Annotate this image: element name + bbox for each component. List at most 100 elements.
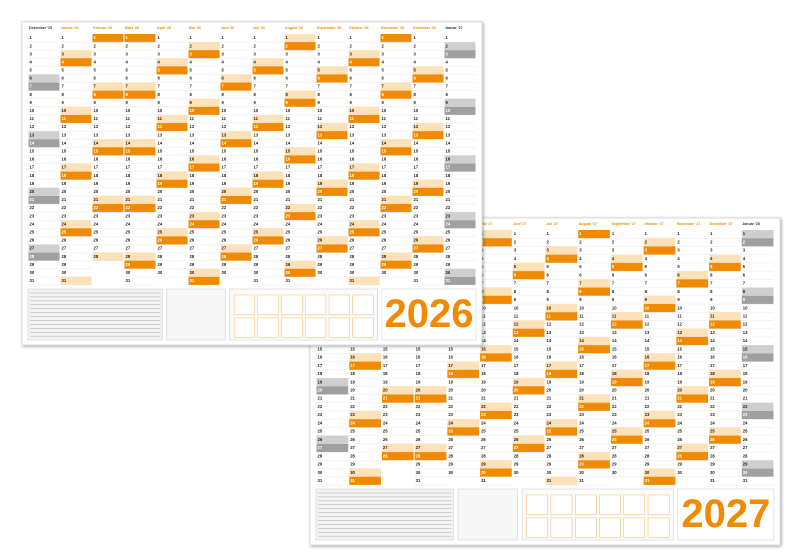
day-number: 5 [645, 264, 648, 269]
day-number: 1 [318, 35, 321, 40]
day-number: 30 [126, 270, 131, 275]
day-number: 22 [448, 404, 453, 409]
day-number: 10 [254, 108, 259, 113]
day-number: 22 [446, 205, 451, 210]
day-number: 13 [612, 330, 617, 335]
day-number: 28 [514, 453, 519, 458]
day-number: 2 [743, 239, 746, 244]
weekend-cell [188, 106, 220, 115]
weekend-cell [578, 279, 610, 288]
day-number: 24 [158, 221, 163, 226]
day-number: 16 [677, 355, 682, 360]
weekend-cell [412, 179, 444, 188]
day-number: 30 [62, 270, 67, 275]
day-number: 10 [286, 108, 291, 113]
day-number: 14 [382, 140, 387, 145]
day-number: 25 [382, 229, 387, 234]
day-number: 15 [579, 346, 584, 351]
weekend-cell [348, 163, 380, 172]
day-number: 15 [514, 346, 519, 351]
weekend-cell [512, 443, 545, 453]
day-number: 24 [94, 221, 99, 226]
day-number: 7 [190, 84, 193, 89]
day-number: 13 [547, 330, 552, 335]
weekend-cell [480, 230, 512, 239]
day-number: 31 [254, 278, 259, 283]
day-number: 18 [254, 173, 259, 178]
day-number: 12 [612, 322, 617, 327]
weekend-cell [480, 410, 512, 420]
weekend-cell [92, 147, 124, 156]
weekend-cell [284, 98, 316, 107]
day-number: 20 [446, 189, 451, 194]
day-number: 7 [579, 281, 582, 286]
day-number: 26 [62, 238, 67, 243]
day-number: 7 [94, 84, 97, 89]
day-number: 18 [547, 371, 552, 376]
day-number: 6 [446, 76, 449, 81]
day-number: 28 [579, 453, 584, 458]
day-number: 9 [158, 100, 161, 105]
day-number: 24 [446, 221, 451, 226]
day-number: 9 [579, 297, 582, 302]
weekend-cell [414, 443, 447, 453]
day-number: 29 [514, 462, 519, 467]
day-number: 25 [158, 229, 163, 234]
weekend-cell [380, 195, 412, 205]
month-header: Februar '26 [93, 26, 112, 30]
day-number: 10 [382, 108, 387, 113]
minical-month [526, 494, 548, 515]
day-number: 26 [286, 238, 291, 243]
day-number: 27 [547, 445, 552, 450]
day-number: 25 [254, 229, 259, 234]
day-number: 19 [645, 379, 650, 384]
day-number: 6 [743, 272, 746, 277]
day-number: 12 [158, 124, 163, 129]
weekend-cell [578, 336, 610, 346]
day-number: 28 [446, 254, 451, 259]
day-number: 22 [158, 205, 163, 210]
day-number: 10 [158, 108, 163, 113]
day-number: 30 [318, 270, 323, 275]
day-number: 15 [416, 346, 421, 351]
day-number: 27 [318, 445, 323, 450]
day-number: 10 [30, 108, 35, 113]
day-number: 20 [481, 388, 486, 393]
day-number: 14 [710, 338, 715, 343]
day-number: 24 [710, 420, 715, 425]
day-number: 21 [190, 197, 195, 202]
day-number: 31 [446, 278, 451, 283]
day-number: 29 [318, 262, 323, 267]
day-number: 25 [318, 229, 323, 234]
day-number: 6 [126, 76, 129, 81]
weekend-cell [480, 460, 512, 469]
day-number: 19 [414, 181, 419, 186]
day-number: 4 [190, 59, 193, 64]
day-number: 1 [62, 35, 65, 40]
weekend-cell [316, 236, 348, 245]
day-number: 20 [190, 189, 195, 194]
weekend-cell [741, 468, 774, 477]
day-number: 26 [446, 238, 451, 243]
day-number: 6 [222, 76, 225, 81]
day-number: 26 [126, 238, 131, 243]
day-number: 29 [645, 462, 650, 467]
day-number: 14 [446, 140, 451, 145]
day-number: 31 [579, 478, 584, 483]
day-number: 2 [645, 239, 648, 244]
day-number: 28 [645, 453, 650, 458]
day-number: 26 [158, 238, 163, 243]
day-number: 23 [30, 213, 35, 218]
day-number: 6 [318, 76, 321, 81]
minical-month [550, 494, 573, 515]
day-number: 3 [446, 51, 449, 56]
day-number: 25 [612, 429, 617, 434]
day-number: 23 [579, 412, 584, 417]
day-number: 21 [677, 396, 682, 401]
day-number: 11 [547, 313, 552, 318]
day-number: 18 [383, 371, 388, 376]
day-number: 7 [318, 84, 321, 89]
weekend-cell [252, 66, 284, 75]
day-number: 16 [286, 157, 291, 162]
